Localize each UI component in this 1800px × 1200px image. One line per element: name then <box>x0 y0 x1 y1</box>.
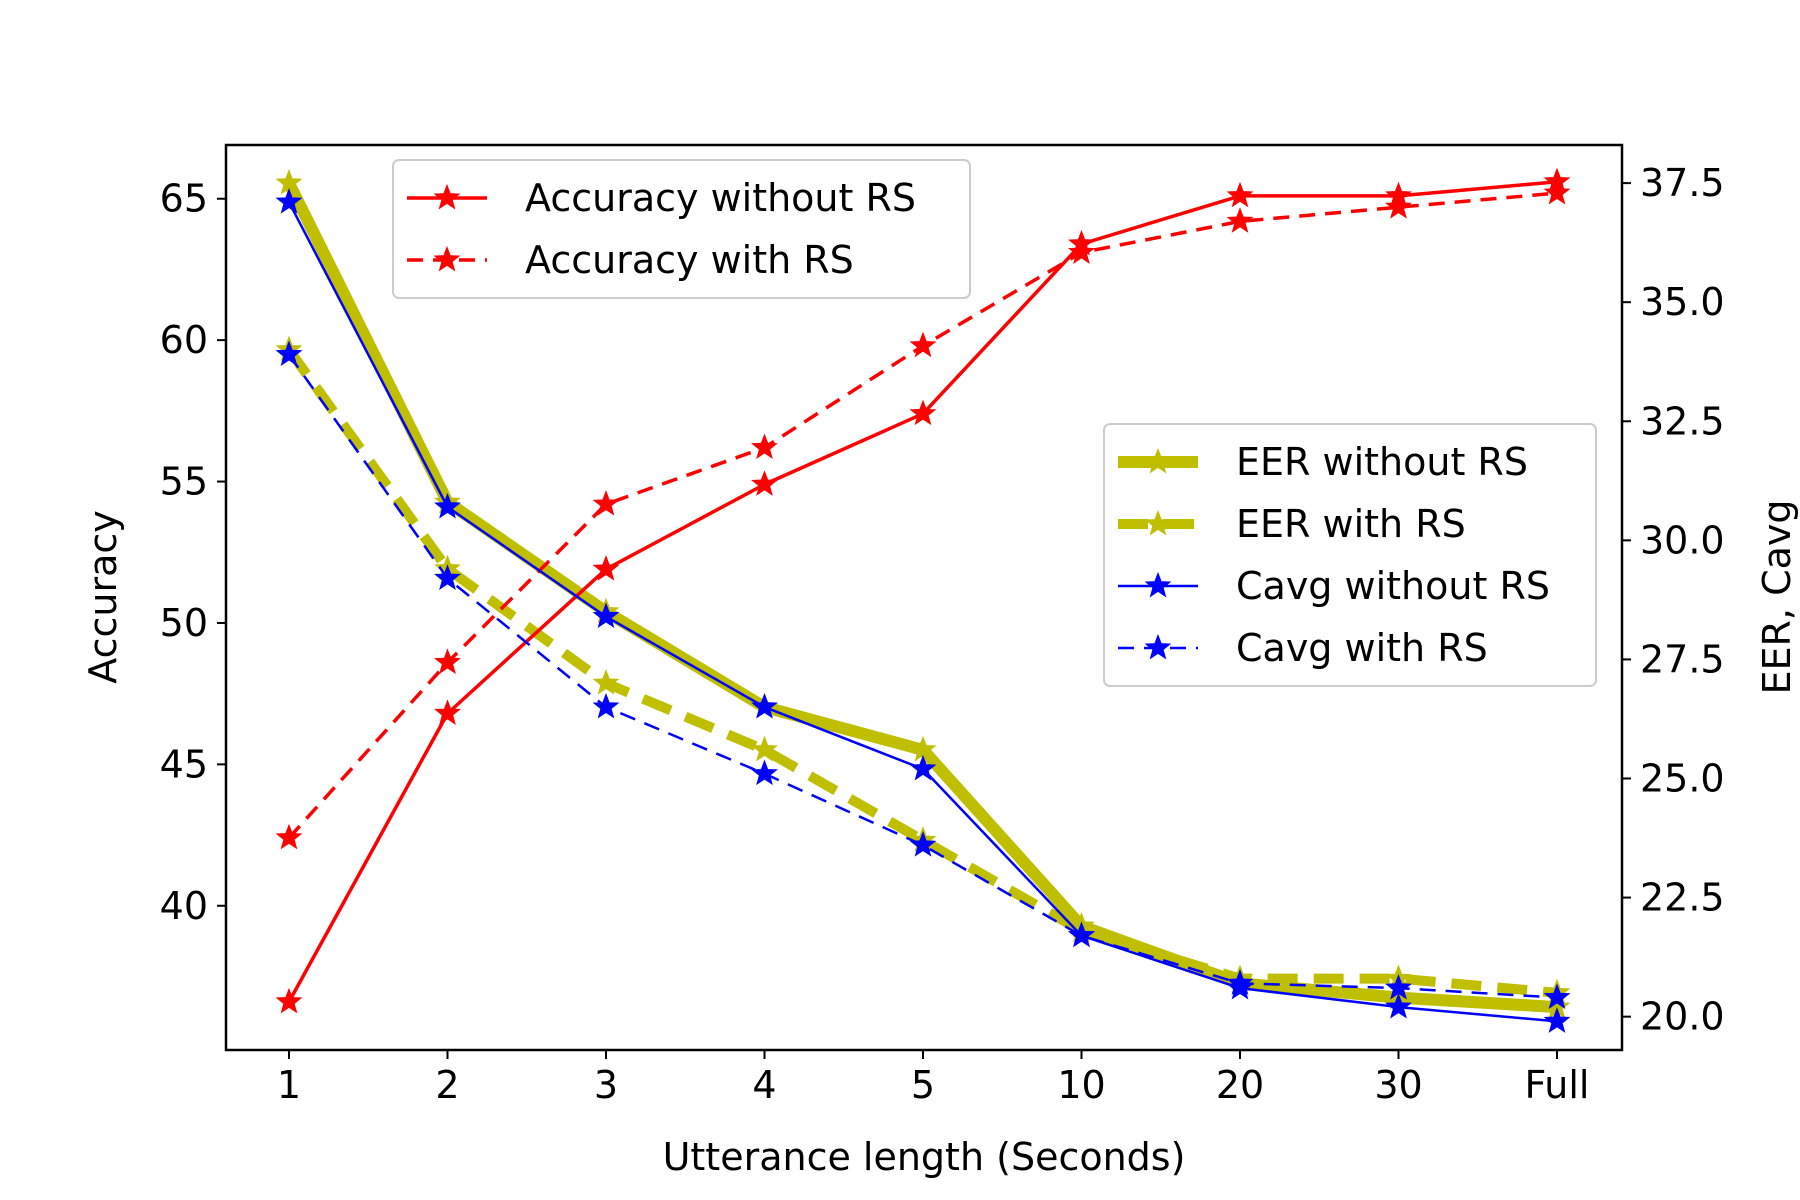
x-tick-label: 3 <box>594 1063 618 1107</box>
data-point <box>1068 238 1095 264</box>
data-point <box>751 433 778 460</box>
x-tick-label: 1 <box>277 1063 301 1107</box>
legend-label: EER with RS <box>1236 502 1466 546</box>
series-line <box>284 346 1558 998</box>
data-point <box>275 340 303 367</box>
left-y-axis: 40 45 50 55 60 65 <box>160 177 226 928</box>
data-point <box>751 735 778 762</box>
legend-item: Accuracy with RS <box>407 238 854 282</box>
data-point <box>592 669 620 695</box>
data-point <box>592 555 620 581</box>
legend-label: Cavg without RS <box>1236 564 1550 608</box>
legend-item: EER without RS <box>1118 440 1528 484</box>
data-point <box>434 492 461 519</box>
data-point <box>434 564 461 590</box>
x-tick-label: 4 <box>752 1063 776 1107</box>
left-y-tick-label: 40 <box>160 884 208 928</box>
data-point <box>909 399 937 426</box>
series-cavg-with-rs <box>275 340 1571 1010</box>
legend-swatch-marker <box>1144 571 1172 598</box>
right-y-tick-label: 37.5 <box>1640 161 1725 205</box>
legend-item: Cavg with RS <box>1118 626 1488 670</box>
series-accuracy-with-rs <box>275 178 1571 850</box>
data-point <box>909 831 937 857</box>
data-point <box>1385 193 1412 219</box>
legend-swatch-marker <box>433 183 461 210</box>
legend-swatch-marker <box>1144 633 1172 660</box>
series-layer <box>275 167 1571 1033</box>
legend-label: Cavg with RS <box>1236 626 1488 670</box>
data-point <box>275 987 303 1014</box>
left-y-tick-label: 60 <box>160 318 208 362</box>
data-point <box>1226 969 1254 995</box>
x-axis: 1 2 3 4 5 10 20 30 Full <box>277 1050 1590 1107</box>
right-y-tick-label: 25.0 <box>1640 757 1725 801</box>
right-y-axis-title: EER, Cavg <box>1755 499 1799 694</box>
x-tick-label: 5 <box>911 1063 935 1107</box>
right-y-tick-label: 20.0 <box>1640 995 1725 1039</box>
x-tick-label: 10 <box>1057 1063 1105 1107</box>
series-line <box>287 353 1558 999</box>
x-tick-label: 30 <box>1374 1063 1422 1107</box>
right-y-tick-label: 27.5 <box>1640 637 1725 681</box>
legend-box <box>1103 423 1597 687</box>
data-point <box>1226 207 1254 233</box>
legend-label: Accuracy with RS <box>525 238 854 282</box>
x-axis-title: Utterance length (Seconds) <box>663 1135 1186 1179</box>
left-y-tick-label: 50 <box>160 601 208 645</box>
data-point <box>751 759 778 786</box>
data-point <box>592 602 620 629</box>
legend-label: EER without RS <box>1236 440 1528 484</box>
legend-eer-cavg: EER without RS EER with RS Cavg without RS… <box>1103 423 1597 687</box>
x-tick-label: 2 <box>435 1063 459 1107</box>
right-y-tick-label: 22.5 <box>1640 876 1725 920</box>
data-point <box>751 692 778 719</box>
legend-swatch-marker <box>433 245 461 272</box>
data-point <box>1543 983 1571 1010</box>
right-y-tick-label: 35.0 <box>1640 280 1725 324</box>
data-point <box>1385 992 1412 1019</box>
left-y-axis-title: Accuracy <box>81 510 125 684</box>
right-y-tick-label: 30.0 <box>1640 518 1725 562</box>
data-point <box>1543 178 1571 205</box>
data-point <box>275 188 303 214</box>
data-point <box>592 692 620 719</box>
left-y-tick-label: 55 <box>160 460 208 504</box>
data-point <box>1226 181 1254 208</box>
legend-swatch-marker <box>1144 509 1172 536</box>
left-y-tick-label: 65 <box>160 177 208 221</box>
data-point <box>1385 973 1412 1000</box>
legend-item: Accuracy without RS <box>407 176 916 220</box>
left-y-tick-label: 45 <box>160 742 208 786</box>
legend-label: Accuracy without RS <box>525 176 916 220</box>
legend-item: Cavg without RS <box>1118 564 1550 608</box>
x-tick-label: Full <box>1525 1063 1590 1107</box>
data-point <box>592 490 620 516</box>
x-tick-label: 20 <box>1216 1063 1264 1107</box>
legend-item: EER with RS <box>1118 502 1466 546</box>
data-point <box>909 754 937 781</box>
data-point <box>909 331 937 358</box>
data-point <box>434 699 461 725</box>
legend-swatch-marker <box>1144 447 1172 474</box>
series-cavg-without-rs <box>275 188 1571 1033</box>
data-point <box>1543 1007 1571 1033</box>
legend-accuracy: Accuracy without RS Accuracy with RS <box>392 159 971 299</box>
data-point <box>434 648 461 675</box>
right-y-axis: 20.0 22.5 25.0 27.5 30.0 32.5 35.0 37.5 <box>1622 161 1725 1039</box>
legend-box <box>392 159 971 299</box>
data-point <box>751 470 778 496</box>
right-y-tick-label: 32.5 <box>1640 399 1725 443</box>
data-point <box>1068 921 1095 948</box>
data-point <box>275 823 303 850</box>
